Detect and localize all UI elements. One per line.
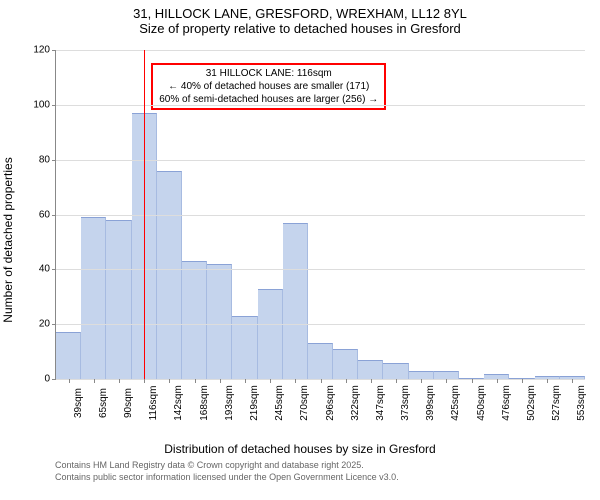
x-tick-label: 142sqm [169, 385, 184, 421]
histogram-bar [106, 220, 131, 379]
x-tick-mark [144, 379, 145, 383]
x-tick-mark [572, 379, 573, 383]
x-tick-label: 296sqm [321, 385, 336, 421]
y-tick-label: 120 [33, 45, 56, 56]
x-tick-mark [270, 379, 271, 383]
x-tick-label: 322sqm [346, 385, 361, 421]
x-tick-label: 245sqm [270, 385, 285, 421]
plot-area: 31 HILLOCK LANE: 116sqm← 40% of detached… [55, 50, 585, 380]
histogram-bar [358, 360, 383, 379]
x-tick-mark [346, 379, 347, 383]
histogram-bar [383, 363, 408, 379]
x-tick-label: 39sqm [69, 388, 84, 418]
histogram-bar [207, 264, 232, 379]
x-tick-mark [195, 379, 196, 383]
y-tick-label: 40 [39, 264, 56, 275]
histogram-bar [308, 343, 333, 379]
x-tick-label: 219sqm [245, 385, 260, 421]
x-tick-mark [220, 379, 221, 383]
x-tick-label: 90sqm [119, 388, 134, 418]
x-tick-mark [472, 379, 473, 383]
histogram-bar [258, 289, 283, 379]
x-tick-label: 553sqm [572, 385, 587, 421]
gridline [56, 269, 585, 270]
x-tick-label: 502sqm [522, 385, 537, 421]
y-tick-label: 100 [33, 99, 56, 110]
annotation-box: 31 HILLOCK LANE: 116sqm← 40% of detached… [151, 63, 386, 110]
x-tick-mark [497, 379, 498, 383]
y-axis-label: Number of detached properties [1, 157, 15, 322]
y-tick-label: 80 [39, 154, 56, 165]
x-tick-label: 425sqm [446, 385, 461, 421]
histogram-bar [434, 371, 459, 379]
x-tick-mark [446, 379, 447, 383]
histogram-bar [333, 349, 358, 379]
histogram-bar [157, 171, 182, 379]
page-subtitle: Size of property relative to detached ho… [0, 21, 600, 40]
histogram-bar [56, 332, 81, 379]
x-tick-label: 270sqm [295, 385, 310, 421]
x-tick-mark [547, 379, 548, 383]
x-tick-label: 347sqm [371, 385, 386, 421]
annotation-line: ← 40% of detached houses are smaller (17… [159, 80, 378, 93]
gridline [56, 215, 585, 216]
x-tick-mark [69, 379, 70, 383]
reference-line [144, 50, 145, 379]
histogram-bar [232, 316, 257, 379]
histogram-bar [182, 261, 207, 379]
x-tick-mark [522, 379, 523, 383]
x-tick-label: 193sqm [220, 385, 235, 421]
x-tick-label: 450sqm [472, 385, 487, 421]
page-title: 31, HILLOCK LANE, GRESFORD, WREXHAM, LL1… [0, 0, 600, 21]
x-tick-mark [371, 379, 372, 383]
annotation-line: 31 HILLOCK LANE: 116sqm [159, 67, 378, 80]
x-tick-label: 116sqm [144, 386, 159, 421]
x-tick-label: 476sqm [497, 385, 512, 421]
x-tick-label: 373sqm [396, 385, 411, 421]
y-tick-label: 60 [39, 209, 56, 220]
x-tick-label: 399sqm [421, 385, 436, 421]
x-tick-mark [169, 379, 170, 383]
y-tick-label: 0 [44, 374, 56, 385]
chart-container: Number of detached properties 31 HILLOCK… [0, 40, 600, 440]
x-tick-mark [421, 379, 422, 383]
x-tick-mark [295, 379, 296, 383]
x-tick-mark [245, 379, 246, 383]
gridline [56, 324, 585, 325]
x-tick-label: 65sqm [94, 388, 109, 418]
x-tick-mark [321, 379, 322, 383]
histogram-bar [409, 371, 434, 379]
x-tick-mark [94, 379, 95, 383]
gridline [56, 50, 585, 51]
y-tick-label: 20 [39, 319, 56, 330]
histogram-bar [81, 217, 106, 379]
x-tick-label: 527sqm [547, 385, 562, 421]
gridline [56, 160, 585, 161]
x-axis-label: Distribution of detached houses by size … [0, 442, 600, 456]
histogram-bar [283, 223, 308, 379]
x-tick-mark [396, 379, 397, 383]
gridline [56, 105, 585, 106]
x-tick-mark [119, 379, 120, 383]
attribution-line1: Contains HM Land Registry data © Crown c… [55, 460, 590, 472]
attribution-line2: Contains public sector information licen… [55, 472, 590, 484]
x-tick-label: 168sqm [195, 385, 210, 421]
attribution: Contains HM Land Registry data © Crown c… [0, 456, 600, 485]
